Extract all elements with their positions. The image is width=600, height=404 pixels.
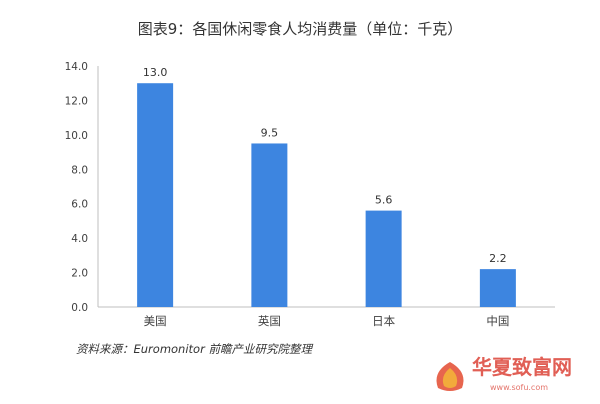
y-tick-label: 8.0 [71, 164, 88, 176]
value-label: 5.6 [375, 194, 393, 207]
y-tick-label: 4.0 [71, 233, 88, 245]
source-note: 资料来源：Euromonitor 前瞻产业研究院整理 [76, 342, 312, 356]
y-tick-label: 10.0 [65, 130, 88, 142]
y-tick-label: 2.0 [71, 268, 88, 280]
bars [137, 83, 516, 307]
watermark-logo: 华夏致富网 www.sofu.com [428, 352, 596, 396]
y-tick-label: 6.0 [71, 199, 88, 211]
x-tick-label: 日本 [372, 314, 395, 328]
x-tick-label: 中国 [486, 314, 509, 328]
y-tick-label: 14.0 [65, 61, 88, 73]
axes: 0.0 2.0 4.0 6.0 8.0 10.0 12.0 14.0 [65, 61, 555, 314]
logo-svg: 华夏致富网 www.sofu.com [436, 355, 572, 392]
bar-2 [251, 143, 288, 307]
value-label: 2.2 [489, 252, 507, 265]
bar-4 [479, 269, 516, 307]
y-tick-label: 0.0 [71, 302, 88, 314]
x-tick-label: 美国 [144, 314, 167, 328]
x-tick-label: 英国 [258, 314, 281, 328]
logo-flame-inner-icon [442, 368, 458, 388]
bar-3 [365, 210, 402, 307]
y-tick-label: 12.0 [65, 95, 88, 107]
bar-1 [137, 83, 174, 307]
chart-title: 图表9：各国休闲零食人均消费量（单位：千克） [138, 20, 463, 38]
logo-url: www.sofu.com [490, 383, 548, 392]
logo-text: 华夏致富网 [472, 355, 572, 379]
labels: 13.0 美国 9.5 英国 5.6 日本 2.2 中国 [143, 66, 510, 328]
value-label: 9.5 [261, 126, 279, 139]
value-label: 13.0 [143, 66, 168, 79]
